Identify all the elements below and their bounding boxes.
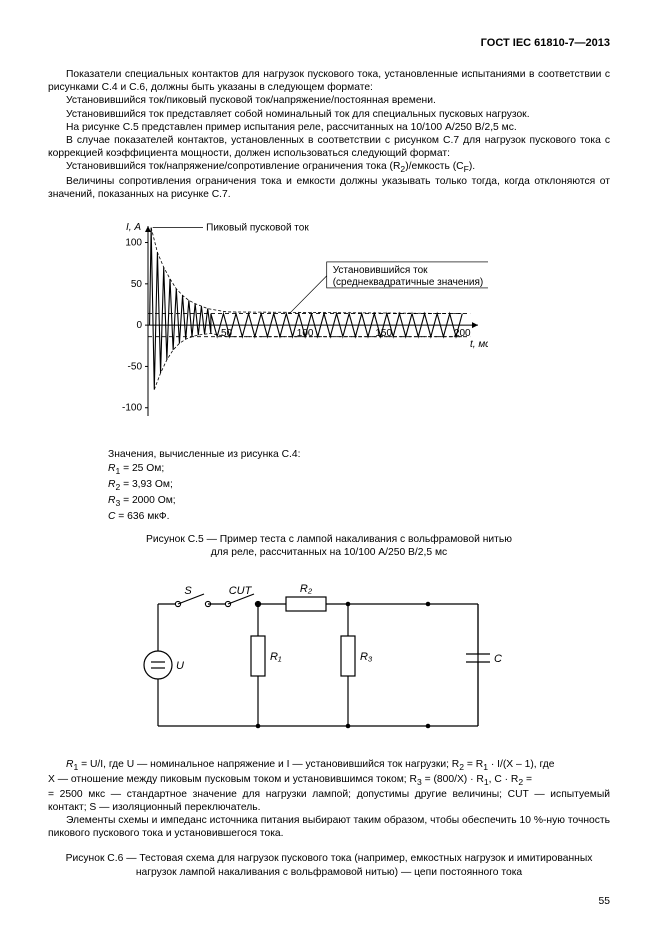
svg-text:150: 150	[375, 328, 392, 339]
bottom-eq-2: X — отношение между пиковым пусковым ток…	[48, 773, 610, 788]
svg-text:-100: -100	[122, 402, 142, 413]
notes-heading: Значения, вычисленные из рисунка С.4:	[108, 448, 610, 461]
para-6: Установившийся ток/напряжение/сопротивле…	[48, 160, 610, 175]
svg-text:Пиковый пусковой ток: Пиковый пусковой ток	[206, 222, 309, 233]
notes-r2: R2 = 3,93 Ом;	[108, 478, 610, 493]
bottom-last: Элементы схемы и импеданс источника пита…	[48, 814, 610, 840]
bottom-eq-3: = 2500 мкс — стандартное значение для на…	[48, 788, 610, 814]
svg-text:t, мс: t, мс	[470, 339, 488, 350]
svg-text:S: S	[184, 585, 192, 597]
svg-text:R₃: R₃	[360, 651, 373, 663]
cap1-l2: для реле, рассчитанных на 10/100 А/250 В…	[211, 547, 447, 558]
svg-text:R₂: R₂	[300, 583, 313, 595]
chart-svg: 100500-50-10050100150200I, Аt, мсПиковый…	[108, 216, 488, 436]
t6c: ).	[469, 161, 475, 172]
svg-text:R₁: R₁	[270, 651, 282, 663]
cap2-l1: Рисунок С.6 — Тестовая схема для нагрузо…	[66, 853, 593, 864]
svg-text:100: 100	[125, 237, 142, 248]
para-3: Установившийся ток представляет собой но…	[48, 108, 610, 121]
figure-c5-chart: 100500-50-10050100150200I, Аt, мсПиковый…	[108, 216, 610, 440]
figure-c6-caption: Рисунок С.6 — Тестовая схема для нагрузо…	[48, 852, 610, 878]
figure-c5-caption: Рисунок С.5 — Пример теста с лампой нака…	[48, 533, 610, 559]
svg-text:50: 50	[131, 278, 143, 289]
svg-text:C: C	[494, 653, 502, 665]
page-number: 55	[48, 895, 610, 908]
svg-text:I, А: I, А	[126, 222, 141, 233]
para-1: Показатели специальных контактов для наг…	[48, 68, 610, 94]
cap2-l2: нагрузок лампой накаливания с вольфрамов…	[136, 867, 522, 878]
figure-c6-circuit: U S CUT R₂ R₁ R₃ C	[128, 576, 610, 750]
svg-text:0: 0	[136, 320, 142, 331]
para-4: На рисунке С.5 представлен пример испыта…	[48, 121, 610, 134]
t6a: Установившийся ток/напряжение/сопротивле…	[66, 161, 400, 172]
para-5: В случае показателей контактов, установл…	[48, 134, 610, 160]
doc-header: ГОСТ IEC 61810-7—2013	[48, 36, 610, 50]
svg-text:-50: -50	[128, 361, 143, 372]
notes-r1: R1 = 25 Ом;	[108, 462, 610, 477]
notes-c: C = 636 мкФ.	[108, 510, 610, 523]
para-2: Установившийся ток/пиковый пусковой ток/…	[48, 94, 610, 107]
svg-text:(среднеквадратичные значения): (среднеквадратичные значения)	[333, 277, 484, 288]
calc-notes: Значения, вычисленные из рисунка С.4: R1…	[108, 448, 610, 523]
para-7: Величины сопротивления ограничения тока …	[48, 175, 610, 201]
circuit-svg: U S CUT R₂ R₁ R₃ C	[128, 576, 508, 746]
t6b: )/емкость (C	[405, 161, 463, 172]
svg-text:U: U	[176, 660, 184, 672]
bottom-eq-1: R1 = U/I, где U — номинальное напряжение…	[48, 758, 610, 773]
svg-text:Установившийся ток: Установившийся ток	[333, 265, 428, 276]
cap1-l1: Рисунок С.5 — Пример теста с лампой нака…	[146, 534, 512, 545]
notes-r3: R3 = 2000 Ом;	[108, 494, 610, 509]
svg-text:CUT: CUT	[229, 585, 253, 597]
